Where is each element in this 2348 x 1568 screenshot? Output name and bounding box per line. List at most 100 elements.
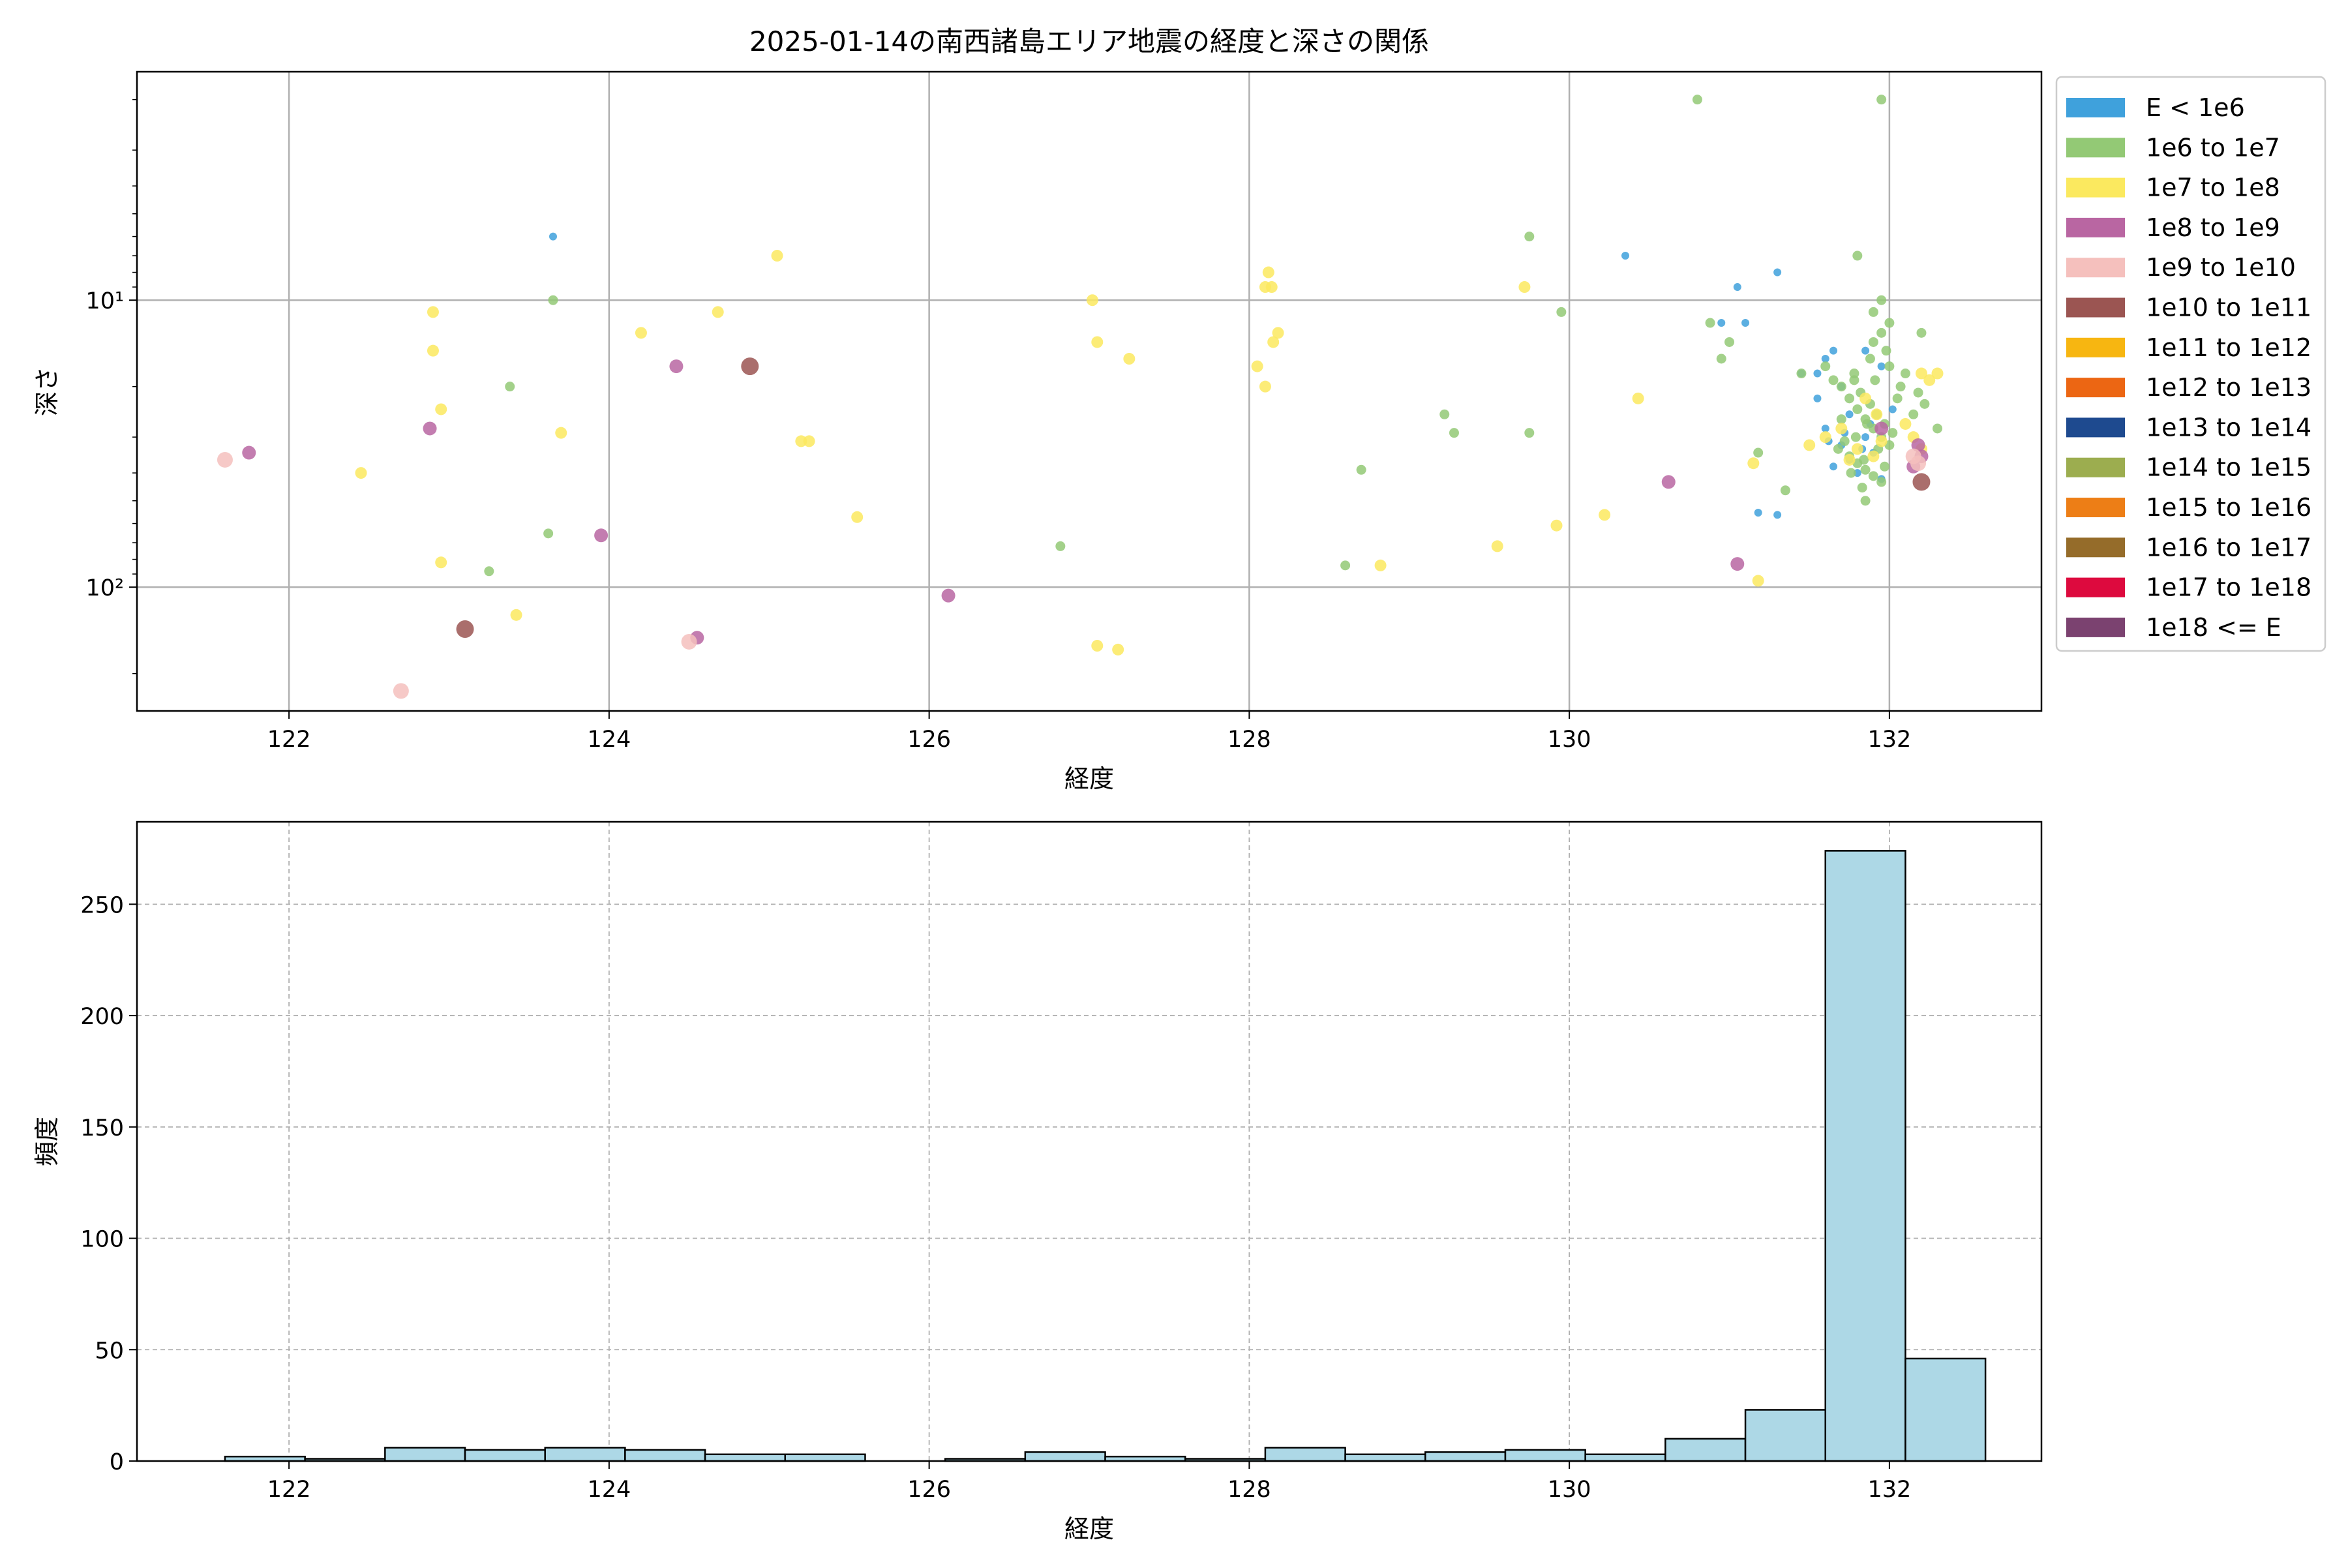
scatter-point (1839, 436, 1850, 446)
scatter-point (1862, 419, 1873, 429)
scatter-point (510, 609, 522, 621)
histogram-bar (1424, 1451, 1507, 1462)
scatter-point (393, 683, 409, 699)
scatter-point (1753, 447, 1764, 458)
scatter-point (1796, 369, 1807, 379)
scatter-point (1836, 414, 1846, 425)
scatter-point (1868, 307, 1878, 317)
scatter-x-tick-label: 132 (1867, 727, 1911, 753)
scatter-point (1877, 362, 1886, 370)
scatter-point (1773, 268, 1782, 277)
scatter-point (456, 620, 474, 638)
scatter-point (1833, 444, 1843, 454)
scatter-point (355, 467, 367, 479)
scatter-x-tick-label: 122 (267, 727, 311, 753)
scatter-point (1828, 375, 1839, 385)
legend-swatch (2066, 177, 2125, 198)
scatter-point (1861, 433, 1870, 442)
scatter-y-axis: 10¹ 10² (85, 98, 137, 674)
scatter-point (1900, 369, 1910, 379)
legend-swatch (2066, 577, 2125, 597)
scatter-point (1846, 468, 1856, 478)
histogram-bar (1344, 1453, 1426, 1462)
scatter-point (1055, 541, 1066, 551)
scatter-point (1859, 392, 1872, 404)
scatter-point (1829, 346, 1838, 355)
histogram-x-tick-label: 126 (907, 1477, 951, 1503)
legend-label: 1e12 to 1e13 (2146, 373, 2311, 402)
histogram-x-axis: 122 124 126 128 130 132 (267, 1461, 1911, 1503)
scatter-x-axis-label: 経度 (1064, 764, 1114, 793)
histogram-x-tick-label: 132 (1867, 1477, 1911, 1503)
scatter-point (1556, 307, 1567, 317)
scatter-point (1439, 409, 1450, 419)
scatter-point (1524, 232, 1535, 242)
scatter-point (423, 421, 437, 436)
scatter-point (1849, 375, 1859, 385)
scatter-y-tick-label: 10² (85, 575, 124, 601)
scatter-point (427, 306, 439, 318)
scatter-point (1908, 409, 1919, 419)
scatter-frame (136, 70, 2043, 712)
scatter-point (1599, 509, 1611, 521)
histogram-y-tick-label: 200 (80, 1004, 124, 1030)
scatter-grid (137, 72, 2041, 711)
legend-swatch (2066, 378, 2125, 398)
scatter-point (1931, 367, 1944, 380)
scatter-point (1867, 450, 1880, 462)
scatter-point (427, 344, 439, 357)
scatter-point (1865, 354, 1875, 364)
scatter-point (435, 556, 447, 569)
scatter-point (1267, 336, 1280, 348)
scatter-point (217, 451, 233, 468)
histogram-bar (464, 1449, 546, 1462)
histogram-y-tick-label: 150 (80, 1115, 124, 1141)
histogram-frame (136, 821, 2043, 1462)
scatter-point (1724, 337, 1735, 347)
legend-frame (2055, 76, 2326, 652)
histogram-y-axis-label: 頻度 (33, 1117, 61, 1166)
scatter-point (1912, 473, 1931, 491)
scatter-point (1860, 496, 1871, 506)
histogram-bar (1264, 1447, 1346, 1462)
scatter-point (1692, 95, 1702, 105)
scatter-point (1875, 435, 1888, 447)
scatter-point (1272, 327, 1284, 339)
scatter-point (1876, 327, 1887, 338)
scatter-point (1835, 422, 1848, 434)
legend-swatch (2066, 297, 2125, 318)
scatter-point (1884, 361, 1895, 372)
scatter-point (1874, 421, 1889, 436)
scatter-point (1449, 428, 1459, 438)
scatter-point (1632, 392, 1644, 404)
scatter-point (712, 306, 724, 318)
legend-items: E < 1e6 1e6 to 1e7 1e7 to 1e8 1e8 to 1e9 1e9… (2066, 93, 2311, 642)
scatter-point (1913, 387, 1923, 398)
legend: E < 1e6 1e6 to 1e7 1e7 to 1e8 1e8 to 1e9 1e9… (2055, 76, 2326, 652)
scatter-point (1086, 294, 1098, 307)
histogram-bar (384, 1447, 466, 1462)
scatter-point (1091, 336, 1104, 348)
scatter-point (1892, 393, 1903, 404)
scatter-point (1550, 519, 1563, 532)
scatter-point (1661, 475, 1676, 489)
scatter-point (1752, 575, 1764, 587)
scatter-point (1851, 443, 1863, 455)
histogram-bars (224, 850, 1987, 1462)
scatter-point (1844, 393, 1855, 404)
scatter-point (1888, 405, 1897, 414)
histogram-bar (1024, 1451, 1106, 1462)
scatter-point (555, 427, 567, 439)
scatter-point (1868, 471, 1878, 481)
histogram-x-axis-label: 経度 (1064, 1515, 1114, 1543)
scatter-point (1340, 560, 1351, 571)
legend-label: 1e10 to 1e11 (2146, 294, 2311, 322)
histogram-bar (1824, 850, 1906, 1462)
scatter-title: 2025-01-14の南西諸島エリア地震の経度と深さの関係 (749, 25, 1429, 57)
scatter-x-tick-label: 130 (1548, 727, 1591, 753)
scatter-point (1895, 382, 1906, 392)
histogram-bar (1904, 1357, 1987, 1462)
legend-swatch (2066, 417, 2125, 438)
legend-label: 1e17 to 1e18 (2146, 573, 2311, 602)
